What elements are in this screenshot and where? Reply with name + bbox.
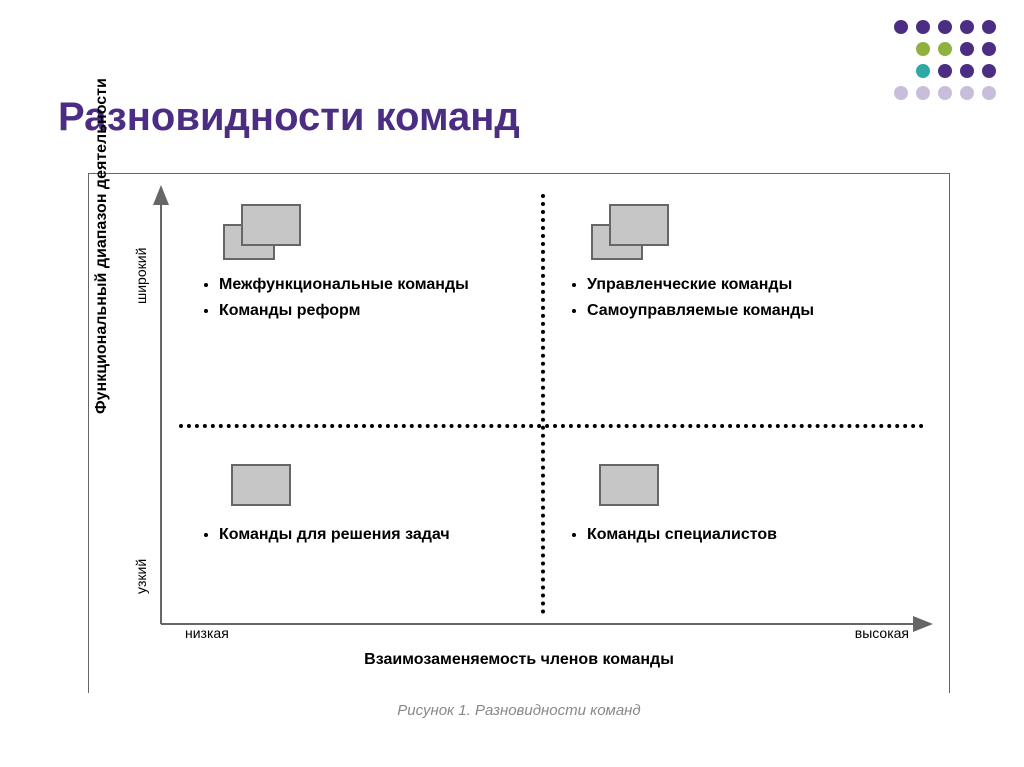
quadrant-top-right: Управленческие команды Самоуправляемые ко… — [567, 204, 907, 325]
y-axis-label: Функциональный диапазон деятельности — [93, 78, 111, 414]
list-item: Команды реформ — [219, 300, 539, 322]
single-rect-icon — [591, 454, 907, 514]
quadrant-divider-horizontal — [179, 424, 924, 428]
quadrant-chart: Функциональный диапазон деятельности шир… — [88, 173, 950, 693]
figure-caption: Рисунок 1. Разновидности команд — [88, 702, 950, 719]
list-item: Межфункциональные команды — [219, 274, 539, 296]
list-item: Самоуправляемые команды — [587, 300, 907, 322]
quadrant-divider-vertical — [541, 194, 545, 614]
y-axis-label-text: Функциональный диапазон деятельности — [93, 78, 110, 414]
slide-title: Разновидности команд — [58, 95, 520, 140]
list-item: Команды специалистов — [587, 524, 907, 546]
quadrant-items: Команды специалистов — [567, 524, 907, 546]
single-rect-icon — [223, 454, 539, 514]
quadrant-bottom-left: Команды для решения задач — [199, 454, 539, 550]
x-axis-high: высокая — [855, 625, 909, 641]
x-axis-low: низкая — [185, 625, 229, 641]
y-axis-high: широкий — [133, 248, 149, 304]
double-rect-icon — [591, 204, 907, 264]
y-axis-low: узкий — [133, 559, 149, 594]
quadrant-bottom-right: Команды специалистов — [567, 454, 907, 550]
quadrant-items: Управленческие команды Самоуправляемые ко… — [567, 274, 907, 321]
x-axis-label: Взаимозаменяемость членов команды — [89, 651, 949, 669]
quadrant-items: Межфункциональные команды Команды реформ — [199, 274, 539, 321]
double-rect-icon — [223, 204, 539, 264]
quadrant-top-left: Межфункциональные команды Команды реформ — [199, 204, 539, 325]
list-item: Управленческие команды — [587, 274, 907, 296]
list-item: Команды для решения задач — [219, 524, 539, 546]
quadrant-items: Команды для решения задач — [199, 524, 539, 546]
decorative-dot-grid — [890, 16, 1000, 104]
